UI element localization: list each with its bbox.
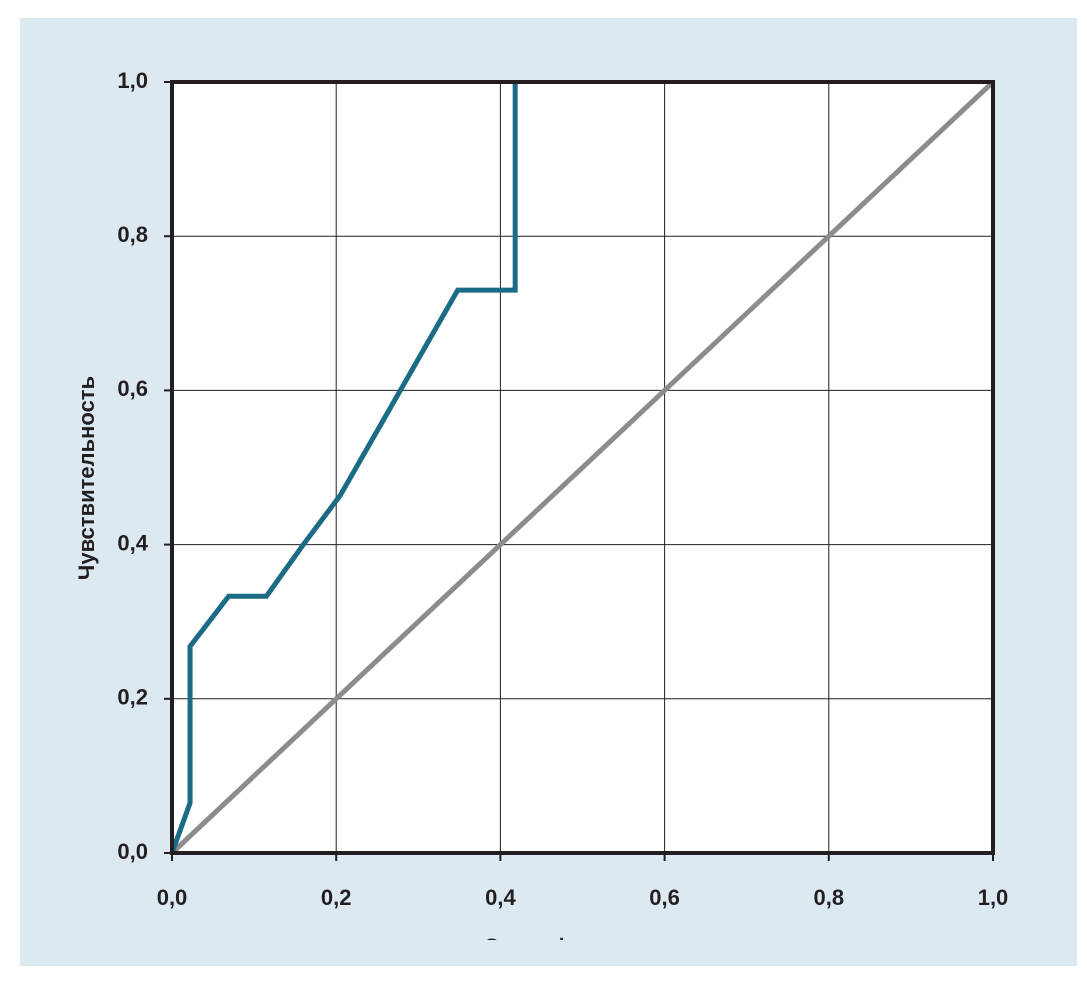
x-tick-label: 0,4 — [485, 885, 516, 910]
series-line — [169, 82, 518, 854]
y-tick-label: 0,8 — [117, 222, 148, 247]
x-axis-label: Специфичность — [484, 934, 661, 959]
y-tick-label: 0,2 — [117, 685, 148, 710]
y-tick-label: 1,0 — [117, 68, 148, 93]
x-tick-label: 0,2 — [321, 885, 352, 910]
x-tick-label: 0,8 — [814, 885, 845, 910]
y-tick-label: 0,6 — [117, 376, 148, 401]
x-tick-label: 0,0 — [157, 885, 188, 910]
y-tick-label: 0,4 — [117, 530, 148, 555]
x-tick-label: 1,0 — [978, 885, 1009, 910]
y-tick-label: 0,0 — [117, 839, 148, 864]
x-tick-label: 0,6 — [649, 885, 680, 910]
y-axis-label: Чувствительность — [74, 376, 99, 580]
series-line — [170, 80, 995, 855]
lines — [169, 80, 995, 855]
plot-border — [170, 80, 995, 855]
